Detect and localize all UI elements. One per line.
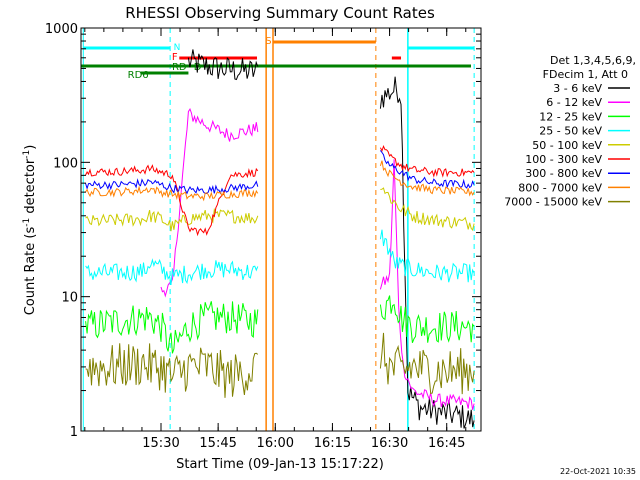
- legend-entry-label: 800 - 7000 keV: [518, 181, 602, 194]
- x-axis-label: Start Time (09-Jan-13 15:17:22): [176, 457, 384, 472]
- flag-label-f: F: [172, 52, 178, 63]
- x-axis-ticks: 15:30 15:45 16:00 16:15 16:30 16:45: [84, 28, 467, 451]
- series-path-segment: [379, 76, 475, 429]
- series-path-segment: [379, 159, 475, 410]
- x-tick-label: 16:30: [371, 436, 408, 451]
- legend-entry-label: 3 - 6 keV: [553, 82, 602, 95]
- series-path-segment: [85, 343, 259, 398]
- series-path-segment: [187, 49, 259, 81]
- y-tick-label: 10: [61, 291, 78, 306]
- series-path-segment: [85, 178, 259, 195]
- series-800-7000kev-line: [85, 160, 475, 202]
- generated-timestamp: 22-Oct-2021 10:35: [560, 467, 636, 476]
- x-tick-label: 16:45: [428, 436, 465, 451]
- legend-entry-label: 12 - 25 keV: [539, 110, 602, 123]
- x-tick-label: 16:15: [314, 436, 351, 451]
- legend-entry-label: 100 - 300 keV: [525, 153, 602, 166]
- y-tick-label: 1: [70, 425, 78, 440]
- y-axis-label: Count Rate (s-1 detector-1): [22, 145, 38, 316]
- plot-frame: [80, 27, 482, 432]
- flag-label-s: S: [265, 36, 271, 47]
- legend-header-line-2: FDecim 1, Att 0: [543, 68, 628, 81]
- y-axis-ticks: 1 10 100 1000: [45, 22, 481, 440]
- series-path-segment: [379, 160, 475, 197]
- legend-entry-label: 25 - 50 keV: [539, 125, 602, 138]
- series-path-segment: [85, 301, 259, 354]
- x-tick-label: 15:30: [142, 436, 179, 451]
- legend-entry-label: 7000 - 15000 keV: [504, 196, 602, 209]
- y-axis-label-main: Count Rate (s: [23, 227, 38, 316]
- series-12-25kev-line: [85, 295, 475, 354]
- series-path-segment: [85, 164, 259, 237]
- chart-title: RHESSI Observing Summary Count Rates: [125, 4, 435, 22]
- legend-header-line-1: Det 1,3,4,5,6,9,: [550, 54, 636, 67]
- flag-label-rd: RD: [172, 62, 187, 73]
- y-tick-label: 1000: [45, 22, 78, 37]
- x-tick-label: 15:45: [199, 436, 236, 451]
- legend-entry-label: 50 - 100 keV: [532, 139, 602, 152]
- y-tick-label: 100: [53, 156, 78, 171]
- series-path-segment: [160, 107, 259, 298]
- flag-label-n: N: [174, 43, 181, 53]
- series-path-segment: [379, 332, 475, 395]
- legend: Det 1,3,4,5,6,9, FDecim 1, Att 0 3 - 6 k…: [504, 54, 636, 209]
- series-path-segment: [85, 207, 259, 232]
- y-axis-label-middle: detector: [23, 158, 38, 218]
- series-7000-15000kev-line: [85, 332, 475, 398]
- series-path-segment: [380, 150, 475, 189]
- series-6-12kev-line: [160, 107, 475, 410]
- series-path-segment: [85, 185, 259, 202]
- legend-entry-label: 300 - 800 keV: [525, 167, 602, 180]
- series-layer: [85, 49, 475, 429]
- series-path-segment: [379, 144, 475, 178]
- y-axis-label-exponent-1: -1: [22, 218, 32, 227]
- y-axis-label-exponent-2: -1: [22, 150, 32, 159]
- series-path-segment: [379, 229, 475, 283]
- series-path-segment: [379, 295, 475, 343]
- series-path-segment: [380, 187, 475, 232]
- series-300-800kev-line: [85, 150, 475, 195]
- series-25-50kev-line: [85, 229, 475, 285]
- series-path-segment: [85, 258, 259, 285]
- series-50-100kev-line: [85, 187, 475, 232]
- series-100-300kev-line: [85, 144, 475, 237]
- x-tick-label: 16:00: [257, 436, 294, 451]
- series-3-6kev-line: [187, 49, 475, 429]
- legend-entry-label: 6 - 12 keV: [546, 96, 602, 109]
- flag-label-rd6: RD6: [128, 70, 149, 81]
- y-axis-label-end: ): [23, 145, 38, 150]
